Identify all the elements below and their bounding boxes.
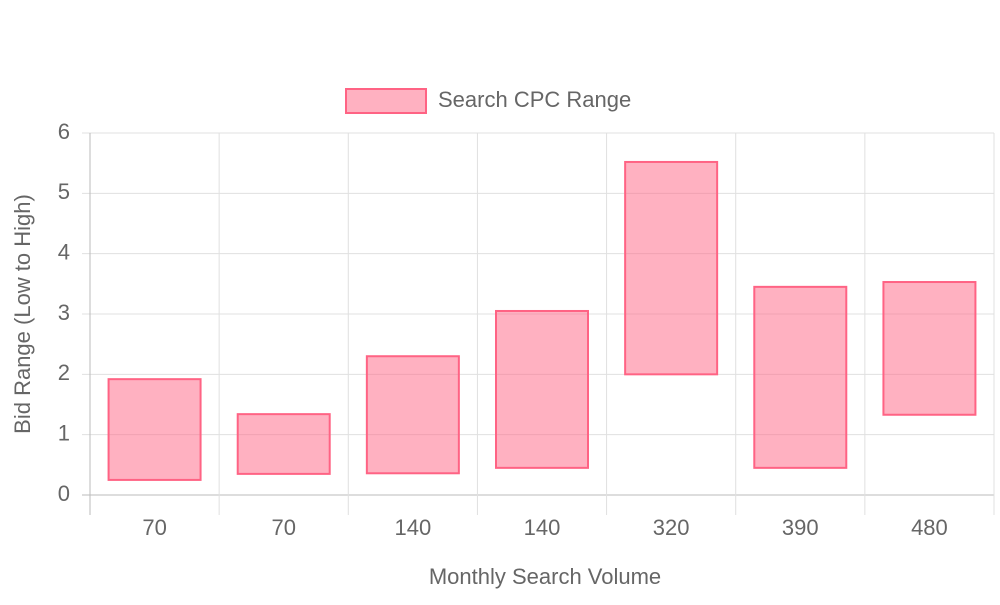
bar xyxy=(107,378,202,481)
y-tick-label: 6 xyxy=(58,119,70,144)
y-tick-label: 4 xyxy=(58,239,70,264)
bar xyxy=(495,309,589,469)
legend-label: Search CPC Range xyxy=(438,87,631,112)
x-tick-label: 320 xyxy=(653,515,690,540)
bar xyxy=(236,413,331,475)
x-tick-label: 480 xyxy=(911,515,948,540)
x-tick-label: 140 xyxy=(524,515,561,540)
y-axis-title: Bid Range (Low to High) xyxy=(10,194,35,434)
x-axis-title: Monthly Search Volume xyxy=(429,564,661,589)
x-tick-label: 390 xyxy=(782,515,819,540)
legend-swatch xyxy=(345,88,427,114)
bar xyxy=(753,285,848,469)
y-tick-label: 2 xyxy=(58,360,70,385)
x-tick-label: 140 xyxy=(394,515,431,540)
y-tick-label: 5 xyxy=(58,179,70,204)
y-tick-label: 3 xyxy=(58,300,70,325)
x-tick-label: 70 xyxy=(142,515,166,540)
bar xyxy=(882,281,977,416)
x-tick-label: 70 xyxy=(271,515,295,540)
y-tick-label: 1 xyxy=(58,420,70,445)
bar xyxy=(624,160,719,376)
bar xyxy=(365,355,460,475)
y-tick-label: 0 xyxy=(58,481,70,506)
